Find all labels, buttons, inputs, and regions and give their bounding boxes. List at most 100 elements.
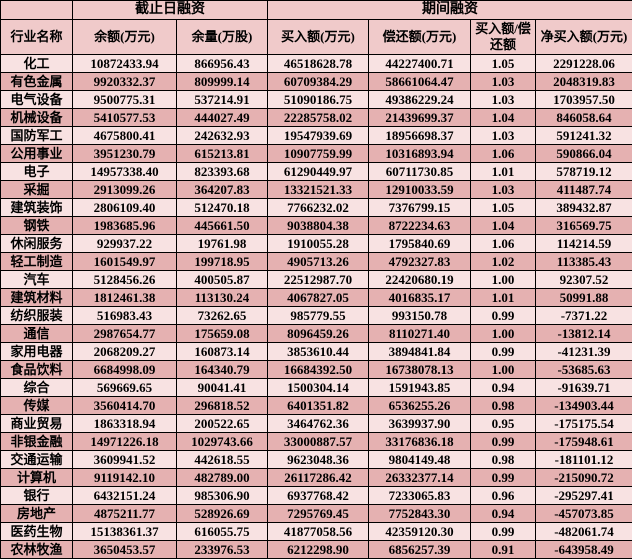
value-cell: 1.01 [470,162,536,181]
value-cell: -643958.49 [535,540,632,559]
value-cell: 90041.41 [176,378,268,397]
table-row: 电气设备 9500775.31 537214.91 51090186.75 493862… [0,90,632,109]
value-cell: 33176836.18 [368,432,471,451]
table-body: 化工 10872433.94 866956.43 46518628.78 4422740… [0,54,632,559]
value-cell: 537214.91 [176,90,268,109]
col-header-repay-amount: 偿还额(万元) [368,19,471,55]
value-cell: 6536255.26 [368,396,471,415]
industry-name-cell: 银行 [0,486,73,505]
value-cell: 6212298.90 [267,540,369,559]
value-cell: 22285758.02 [267,108,369,127]
value-cell: 9038804.38 [267,216,369,235]
industry-name-cell: 家用电器 [0,342,73,361]
industry-name-cell: 商业贸易 [0,414,73,433]
industry-name-cell: 有色金属 [0,72,73,91]
value-cell: 58661064.47 [368,72,471,91]
value-cell: 10872433.94 [72,54,177,73]
table-row: 计算机 9119142.10 482789.00 26117286.42 2633237… [0,468,632,487]
value-cell: 2987654.77 [72,324,177,343]
value-cell: 0.94 [470,378,536,397]
value-cell: 1910055.28 [267,234,369,253]
value-cell: 616055.75 [176,522,268,541]
value-cell: 1.03 [470,126,536,145]
industry-name-cell: 采掘 [0,180,73,199]
value-cell: 7752843.30 [368,504,471,523]
value-cell: 200522.65 [176,414,268,433]
table-row: 通信 2987654.77 175659.08 8096459.26 8110271.4… [0,324,632,343]
value-cell: 9119142.10 [72,468,177,487]
value-cell: 985306.90 [176,486,268,505]
value-cell: 3560414.70 [72,396,177,415]
value-cell: 1.00 [470,324,536,343]
value-cell: 7295769.45 [267,504,369,523]
value-cell: 846058.64 [535,108,632,127]
value-cell: -41231.39 [535,342,632,361]
industry-name-cell: 通信 [0,324,73,343]
value-cell: 2048319.83 [535,72,632,91]
corner-cell [0,0,73,20]
value-cell: 1.03 [470,72,536,91]
col-header-industry-name: 行业名称 [0,19,73,55]
value-cell: -295297.41 [535,486,632,505]
industry-name-cell: 轻工制造 [0,252,73,271]
value-cell: 0.99 [470,432,536,451]
value-cell: 444027.49 [176,108,268,127]
table-row: 采掘 2913099.26 364207.83 13321521.33 12910033… [0,180,632,199]
value-cell: 92307.52 [535,270,632,289]
industry-name-cell: 农林牧渔 [0,540,73,559]
value-cell: 22512987.70 [267,270,369,289]
value-cell: 10907759.99 [267,144,369,163]
value-cell: 5410577.53 [72,108,177,127]
value-cell: 42359120.30 [368,522,471,541]
industry-name-cell: 非银金融 [0,432,73,451]
value-cell: 19761.98 [176,234,268,253]
value-cell: 929937.22 [72,234,177,253]
value-cell: 400505.87 [176,270,268,289]
table-row: 电子 14957338.40 823393.68 61290449.97 6071173… [0,162,632,181]
table-row: 医药生物 15138361.37 616055.75 41877058.56 42359… [0,522,632,541]
table-row: 化工 10872433.94 866956.43 46518628.78 4422740… [0,54,632,73]
value-cell: 8096459.26 [267,324,369,343]
value-cell: 1795840.69 [368,234,471,253]
value-cell: -7371.22 [535,306,632,325]
value-cell: 4675800.41 [72,126,177,145]
value-cell: -175175.54 [535,414,632,433]
value-cell: 1.03 [470,180,536,199]
value-cell: 18956698.37 [368,126,471,145]
value-cell: -482061.74 [535,522,632,541]
value-cell: 51090186.75 [267,90,369,109]
value-cell: 4016835.17 [368,288,471,307]
value-cell: 411487.74 [535,180,632,199]
table-row: 建筑材料 1812461.38 113130.24 4067827.05 4016835… [0,288,632,307]
value-cell: 5128456.26 [72,270,177,289]
value-cell: 3650453.57 [72,540,177,559]
value-cell: 61290449.97 [267,162,369,181]
value-cell: 2806109.40 [72,198,177,217]
industry-name-cell: 机械设备 [0,108,73,127]
value-cell: 9500775.31 [72,90,177,109]
industry-name-cell: 钢铁 [0,216,73,235]
value-cell: 0.98 [470,450,536,469]
header-column-row: 行业名称 余额(万元) 余量(万股) 买入额(万元) 偿还额(万元) 买入额/偿… [0,19,632,55]
value-cell: 6856257.39 [368,540,471,559]
value-cell: 985779.55 [267,306,369,325]
table-row: 汽车 5128456.26 400505.87 22512987.70 22420680… [0,270,632,289]
table-row: 纺织服装 516983.43 73262.65 985779.55 993150.78 0… [0,306,632,325]
value-cell: 12910033.59 [368,180,471,199]
value-cell: 49386229.24 [368,90,471,109]
value-cell: 26117286.42 [267,468,369,487]
value-cell: 14971226.18 [72,432,177,451]
value-cell: 26332377.14 [368,468,471,487]
industry-name-cell: 建筑装饰 [0,198,73,217]
value-cell: 9804149.48 [368,450,471,469]
value-cell: 4875211.77 [72,504,177,523]
table-row: 休闲服务 929937.22 19761.98 1910055.28 1795840.6… [0,234,632,253]
value-cell: 113130.24 [176,288,268,307]
col-header-balance: 余额(万元) [72,19,177,55]
value-cell: 578719.12 [535,162,632,181]
value-cell: 8110271.40 [368,324,471,343]
value-cell: 0.99 [470,522,536,541]
value-cell: 516983.43 [72,306,177,325]
value-cell: 6401351.82 [267,396,369,415]
value-cell: 3609941.52 [72,450,177,469]
